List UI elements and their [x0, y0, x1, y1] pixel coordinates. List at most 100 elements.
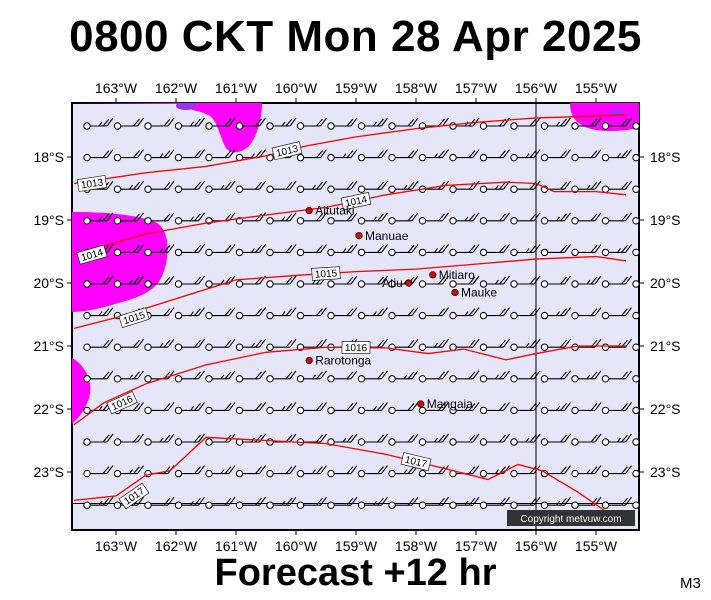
wind-barb: [144, 433, 175, 446]
lon-label-top: 163°W: [95, 80, 138, 96]
wind-barb: [479, 149, 510, 162]
wind-barb: [357, 465, 388, 478]
wind-barb: [510, 180, 541, 193]
wind-barb: [601, 370, 632, 383]
wind-barb: [144, 117, 175, 130]
wind-barb: [205, 402, 236, 415]
wind-barb: [510, 149, 541, 162]
wind-barb: [388, 496, 419, 509]
wind-barb: [632, 217, 639, 225]
wind-barb: [571, 180, 602, 193]
wind-barb: [388, 433, 419, 446]
wind-barb: [327, 496, 358, 509]
wind-barb: [388, 244, 419, 257]
wind-barb: [83, 338, 114, 351]
lat-label-right: 21°S: [650, 338, 681, 354]
wind-barb: [327, 117, 358, 130]
axis-labels: 163°W 163°W 162°W 162°W 161°W 161°W 160°W 160°W…: [33, 80, 680, 554]
wind-barb: [601, 465, 632, 478]
wind-barb: [540, 212, 571, 225]
lat-label-right: 18°S: [650, 149, 681, 165]
isobar-label: 1013: [76, 175, 108, 192]
wind-barb: [632, 469, 639, 478]
wind-barb: [235, 212, 266, 225]
wind-barb: [540, 117, 571, 130]
isobar-label: 1016: [341, 341, 371, 354]
wind-barb: [83, 307, 114, 320]
wind-barb: [540, 433, 571, 446]
place-atiu: Atiu: [382, 276, 413, 290]
svg-text:1014: 1014: [344, 194, 368, 209]
wind-barb: [601, 275, 632, 288]
wind-barb: [632, 375, 639, 383]
forecast-offset: Forecast +12 hr: [214, 552, 497, 594]
wind-barb: [632, 280, 639, 288]
wind-barb: [479, 402, 510, 415]
wind-barb: [266, 465, 297, 478]
wind-barb: [235, 402, 266, 415]
svg-text:1017: 1017: [404, 455, 429, 471]
wind-barb: [83, 149, 114, 162]
wind-barb: [235, 465, 266, 478]
wind-barb: [601, 149, 632, 162]
wind-barb: [510, 212, 541, 225]
wind-barb: [357, 402, 388, 415]
wind-barb: [327, 402, 358, 415]
lon-label-top: 155°W: [575, 80, 618, 96]
wind-barb: [479, 275, 510, 288]
wind-barb: [632, 248, 639, 257]
wind-barb: [540, 244, 571, 257]
wind-barb: [144, 402, 175, 415]
wind-barb: [510, 307, 541, 320]
wind-barb: [449, 275, 480, 288]
wind-barb: [327, 244, 358, 257]
wind-barb: [510, 117, 541, 130]
wind-barb: [357, 496, 388, 509]
wind-barb: [540, 496, 571, 509]
wind-barb: [327, 149, 358, 162]
wind-barb: [296, 496, 327, 509]
lon-label-bottom: 155°W: [575, 538, 618, 554]
forecast-title: 0800 CKT Mon 28 Apr 2025: [69, 12, 642, 61]
copyright-box: Copyright metvuw.com: [507, 510, 635, 526]
wind-barb: [388, 149, 419, 162]
isobar-label: 1015: [311, 266, 341, 281]
wind-barb: [449, 212, 480, 225]
wind-barb: [174, 338, 205, 351]
wind-barb: [327, 433, 358, 446]
wind-barb: [540, 338, 571, 351]
isobar-1013: 1013 1013: [73, 114, 627, 192]
place-marker: [305, 206, 313, 215]
wind-barb: [205, 338, 236, 351]
wind-barb: [205, 275, 236, 288]
isobar-label: 1014: [340, 191, 372, 211]
rain-areas: [72, 103, 639, 424]
wind-barb: [418, 370, 449, 383]
wind-barb: [205, 370, 236, 383]
wind-barb: [601, 307, 632, 320]
wind-barb: [144, 212, 175, 225]
wind-barb: [235, 338, 266, 351]
lon-label-bottom: 160°W: [275, 538, 318, 554]
wind-barb: [388, 212, 419, 225]
place-aitutaki: Aitutaki: [305, 204, 355, 218]
wind-barb: [571, 307, 602, 320]
wind-barb: [357, 180, 388, 193]
wind-barb: [388, 117, 419, 130]
lat-label-left: 22°S: [33, 401, 64, 417]
wind-barb: [205, 117, 236, 130]
wind-barb: [601, 244, 632, 257]
wind-barb: [327, 370, 358, 383]
lon-label-top: 158°W: [395, 80, 438, 96]
rain-area-west: [72, 212, 168, 312]
wind-barb: [418, 212, 449, 225]
wind-barb: [83, 496, 114, 509]
wind-barb: [601, 180, 632, 193]
place-marker: [451, 288, 459, 297]
wind-barb: [327, 307, 358, 320]
wind-barb: [418, 275, 449, 288]
wind-barb: [388, 402, 419, 415]
wind-barb: [510, 496, 541, 509]
